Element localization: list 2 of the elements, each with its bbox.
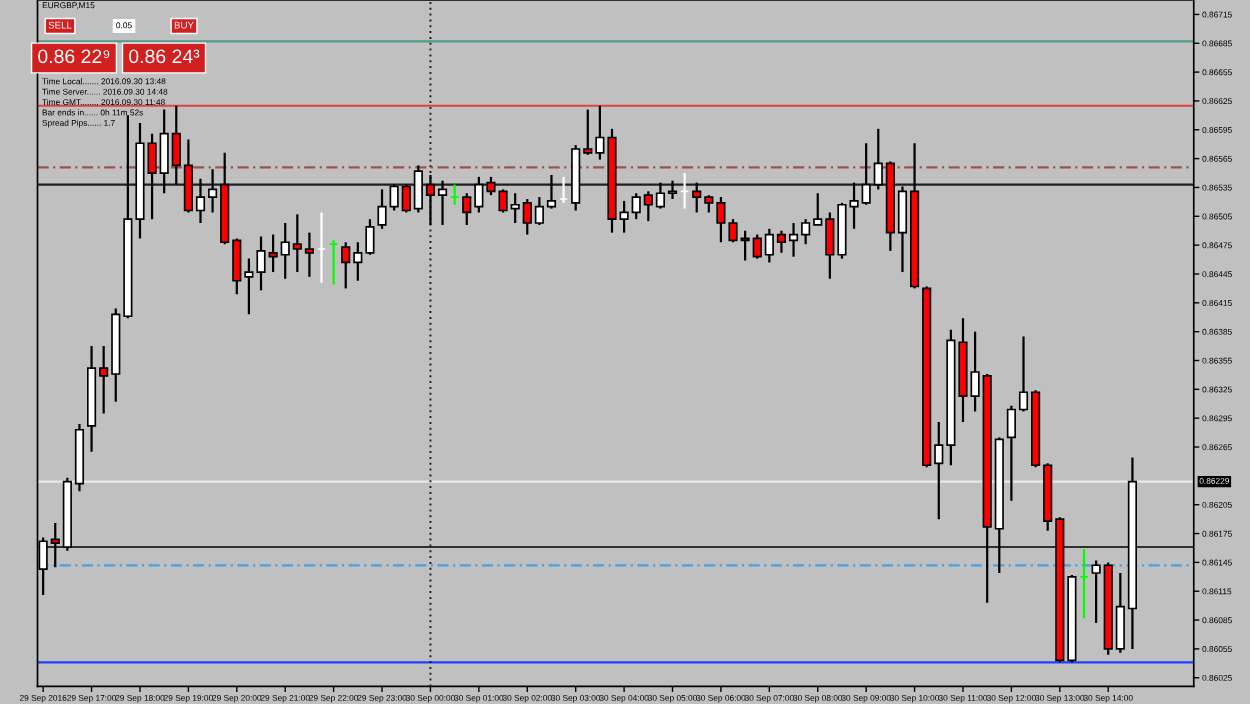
annotation: 0.86 24³ — [129, 49, 200, 64]
annotation: 0.86 22⁹ — [38, 49, 110, 64]
